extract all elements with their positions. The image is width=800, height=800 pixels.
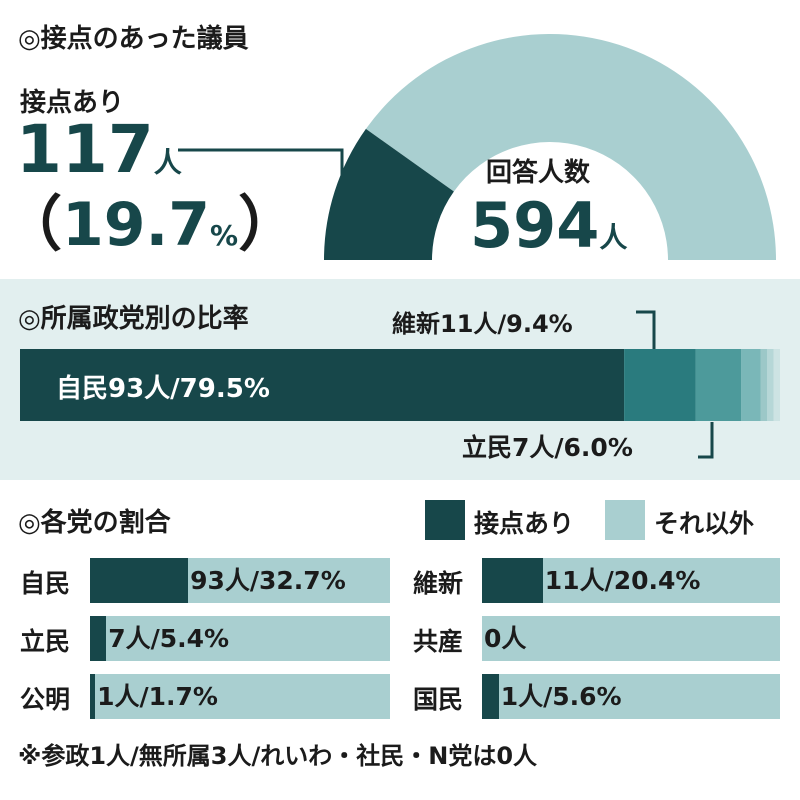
party-name-ishin: 維新 [413, 569, 464, 598]
contact-percent-line: （19.7%） [2, 190, 298, 271]
party-fill-cdp [90, 616, 107, 661]
section1-title: ◎接点のあった議員 [18, 24, 249, 54]
party-name-ldp: 自民 [20, 569, 71, 598]
contact-percent-unit: % [210, 219, 239, 252]
donut-slice-contact [324, 128, 454, 260]
paren-open: （ [2, 190, 62, 260]
composition-segment-3 [695, 349, 742, 421]
party-value-jcp: 0人 [484, 624, 527, 653]
party-fill-komei [90, 674, 96, 719]
party-value-cdp: 7人/5.4% [108, 624, 230, 653]
party-fill-ishin [482, 558, 543, 603]
respondents-count: 594 [470, 189, 600, 262]
party-name-dpp: 国民 [413, 685, 464, 714]
party-bar-jcp: 0人 [482, 616, 780, 661]
composition-segment-4 [741, 349, 761, 421]
composition-segment-7 [773, 349, 780, 421]
donut-slice-other [365, 33, 776, 260]
party-name-jcp: 共産 [413, 627, 464, 656]
party-name-cdp: 立民 [20, 627, 71, 656]
respondents-count-line: 594人 [470, 190, 627, 274]
footnote: ※参政1人/無所属3人/れいわ・社民・N党は0人 [18, 742, 538, 770]
party-value-ishin: 11人/20.4% [544, 566, 701, 595]
respondents-unit: 人 [599, 221, 628, 254]
contact-count: 117 [16, 111, 154, 188]
legend-swatch-contact [425, 500, 465, 540]
composition-segments [20, 349, 780, 421]
legend-label-contact: 接点あり [474, 509, 575, 538]
party-value-dpp: 1人/5.6% [500, 682, 622, 711]
section3-title: ◎各党の割合 [18, 508, 171, 538]
label-ldp: 自民93人/79.5% [56, 374, 270, 404]
party-fill-ldp [90, 558, 189, 603]
composition-segment-5 [760, 349, 768, 421]
half-donut-chart [178, 33, 776, 260]
party-bar-komei: 1人/1.7% [90, 674, 390, 719]
contact-percent: 19.7 [62, 190, 211, 260]
legend-label-other: それ以外 [654, 509, 755, 538]
party-fill-dpp [482, 674, 499, 719]
respondents-label: 回答人数 [486, 158, 591, 188]
paren-close: ） [238, 190, 299, 260]
composition-segment-2 [624, 349, 696, 421]
contact-unit: 人 [153, 146, 182, 179]
ishin-leader-line [636, 310, 656, 349]
label-ishin: 維新11人/9.4% [392, 310, 573, 338]
composition-bar-chart [20, 310, 780, 459]
party-bar-cdp: 7人/5.4% [90, 616, 390, 661]
party-bar-ishin: 11人/20.4% [482, 558, 780, 603]
party-value-ldp: 93人/32.7% [190, 566, 346, 595]
section2-title: ◎所属政党別の比率 [18, 304, 249, 334]
party-bar-ldp: 93人/32.7% [90, 558, 390, 603]
party-value-komei: 1人/1.7% [97, 682, 218, 711]
composition-segment-1 [20, 349, 625, 421]
cdp-leader-line [698, 422, 714, 459]
contact-count-line: 117人 [16, 114, 182, 199]
contact-leader-line [178, 148, 344, 176]
party-name-komei: 公明 [20, 685, 71, 714]
label-cdp: 立民7人/6.0% [462, 433, 633, 462]
party-bar-dpp: 1人/5.6% [482, 674, 780, 719]
legend-swatch-other [605, 500, 645, 540]
contact-label: 接点あり [20, 88, 125, 118]
composition-segment-6 [767, 349, 774, 421]
